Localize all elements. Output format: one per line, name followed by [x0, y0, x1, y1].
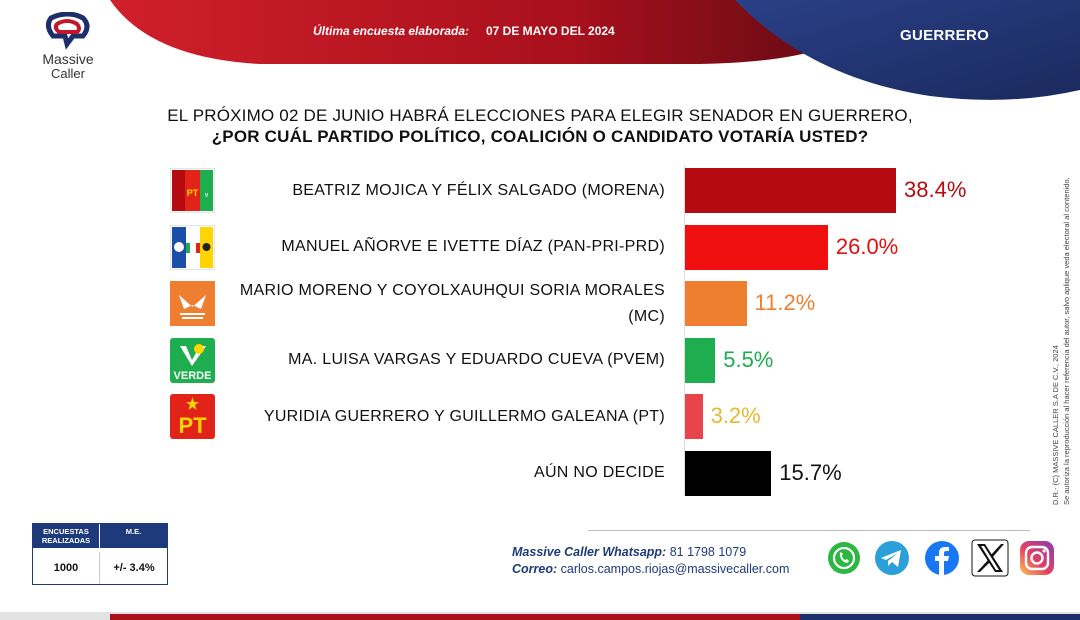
state-name: GUERRERO: [900, 27, 990, 44]
value-label: 26.0%: [835, 233, 899, 259]
contact-email: Correo: carlos.campos.riojas@massivecall…: [512, 562, 789, 576]
contact-whatsapp: Massive Caller Whatsapp: 81 1798 1079: [512, 545, 746, 559]
whatsapp-number[interactable]: 81 1798 1079: [669, 545, 747, 559]
table-surveys-value: 1000: [53, 562, 79, 574]
category-label: AÚN NO DECIDE: [220, 460, 665, 486]
question-line2: ¿POR CUÁL PARTIDO POLÍTICO, COALICIÓN O …: [211, 127, 869, 146]
logo-text-line2: Caller: [51, 66, 85, 81]
value-label: 38.4%: [904, 177, 967, 202]
pt-icon: PT: [170, 394, 215, 439]
movimiento-ciudadano-icon: [170, 281, 215, 326]
category-label: MANUEL AÑORVE E IVETTE DÍAZ (PAN-PRI-PRD…: [220, 234, 665, 260]
survey-date-label: Última encuesta elaborada:: [313, 24, 470, 38]
morena-pt-pvem-coalition-icon: PT V: [170, 168, 215, 213]
survey-date: 07 DE MAYO DEL 2024: [486, 24, 615, 38]
bar: [685, 281, 747, 326]
table-header-surveys: ENCUESTAS REALIZADAS: [33, 524, 99, 548]
massive-caller-logo: Massive Caller: [30, 12, 106, 84]
survey-info-table: ENCUESTAS REALIZADAS M.E. 1000 +/- 3.4%: [32, 523, 168, 585]
table-margin-value: +/- 3.4%: [99, 552, 168, 584]
footer-divider: [588, 530, 1030, 531]
value-label: 5.5%: [723, 346, 774, 372]
facebook-icon[interactable]: [923, 539, 961, 577]
svg-text:PT: PT: [178, 413, 207, 438]
value-label: 15.7%: [779, 459, 842, 485]
category-label: YURIDIA GUERRERO Y GUILLERMO GALEANA (PT…: [220, 404, 665, 430]
bar: [685, 394, 703, 439]
instagram-icon[interactable]: [1018, 539, 1056, 577]
svg-text:VERDE: VERDE: [174, 370, 212, 382]
question-line1: EL PRÓXIMO 02 DE JUNIO HABRÁ ELECCIONES …: [167, 106, 913, 125]
category-label-line: MA. LUISA VARGAS Y EDUARDO CUEVA (PVEM): [288, 351, 665, 368]
category-label-line: MANUEL AÑORVE E IVETTE DÍAZ (PAN-PRI-PRD…: [281, 238, 665, 255]
email-address[interactable]: carlos.campos.riojas@massivecaller.com: [560, 562, 790, 576]
svg-text:V: V: [205, 193, 209, 199]
bar: [685, 450, 772, 496]
pan-pri-prd-coalition-icon: [170, 224, 215, 270]
x-icon[interactable]: [971, 539, 1009, 577]
massive-caller-logo-icon: [45, 12, 90, 50]
telegram-icon[interactable]: [873, 539, 911, 577]
whatsapp-label: Massive Caller Whatsapp:: [512, 545, 667, 559]
category-label-line: MARIO MORENO Y COYOLXAUHQUI SORIA MORALE…: [239, 281, 665, 299]
bar: [685, 168, 896, 213]
email-label: Correo:: [512, 562, 558, 576]
bar: [685, 224, 828, 270]
table-header-margin: M.E.: [99, 524, 167, 548]
copyright-line2: Se autoriza la reproducción al hacer ref…: [1062, 177, 1071, 505]
logo-text-line1: Massive: [42, 51, 94, 67]
category-label: BEATRIZ MOJICA Y FÉLIX SALGADO (MORENA): [220, 178, 665, 204]
category-label-line: BEATRIZ MOJICA Y FÉLIX SALGADO (MORENA): [292, 181, 665, 199]
svg-text:PT: PT: [187, 188, 199, 198]
bar: [685, 337, 716, 383]
whatsapp-icon[interactable]: [825, 539, 863, 577]
copyright-line1: D.R.- (C) MASSIVE CALLER S.A DE C.V., 20…: [1051, 345, 1060, 505]
category-label: MA. LUISA VARGAS Y EDUARDO CUEVA (PVEM): [220, 347, 665, 373]
verde-icon: VERDE: [170, 337, 215, 383]
value-label: 3.2%: [710, 403, 761, 428]
category-label: MARIO MORENO Y COYOLXAUHQUI SORIA MORALE…: [220, 278, 665, 330]
category-label-line: (MC): [628, 307, 665, 325]
category-label-line: YURIDIA GUERRERO Y GUILLERMO GALEANA (PT…: [263, 407, 665, 425]
category-label-line: AÚN NO DECIDE: [533, 464, 665, 481]
chart-axis: [684, 165, 685, 495]
value-label: 11.2%: [754, 290, 816, 315]
copyright-notice: D.R.- (C) MASSIVE CALLER S.A DE C.V., 20…: [1050, 177, 1072, 505]
